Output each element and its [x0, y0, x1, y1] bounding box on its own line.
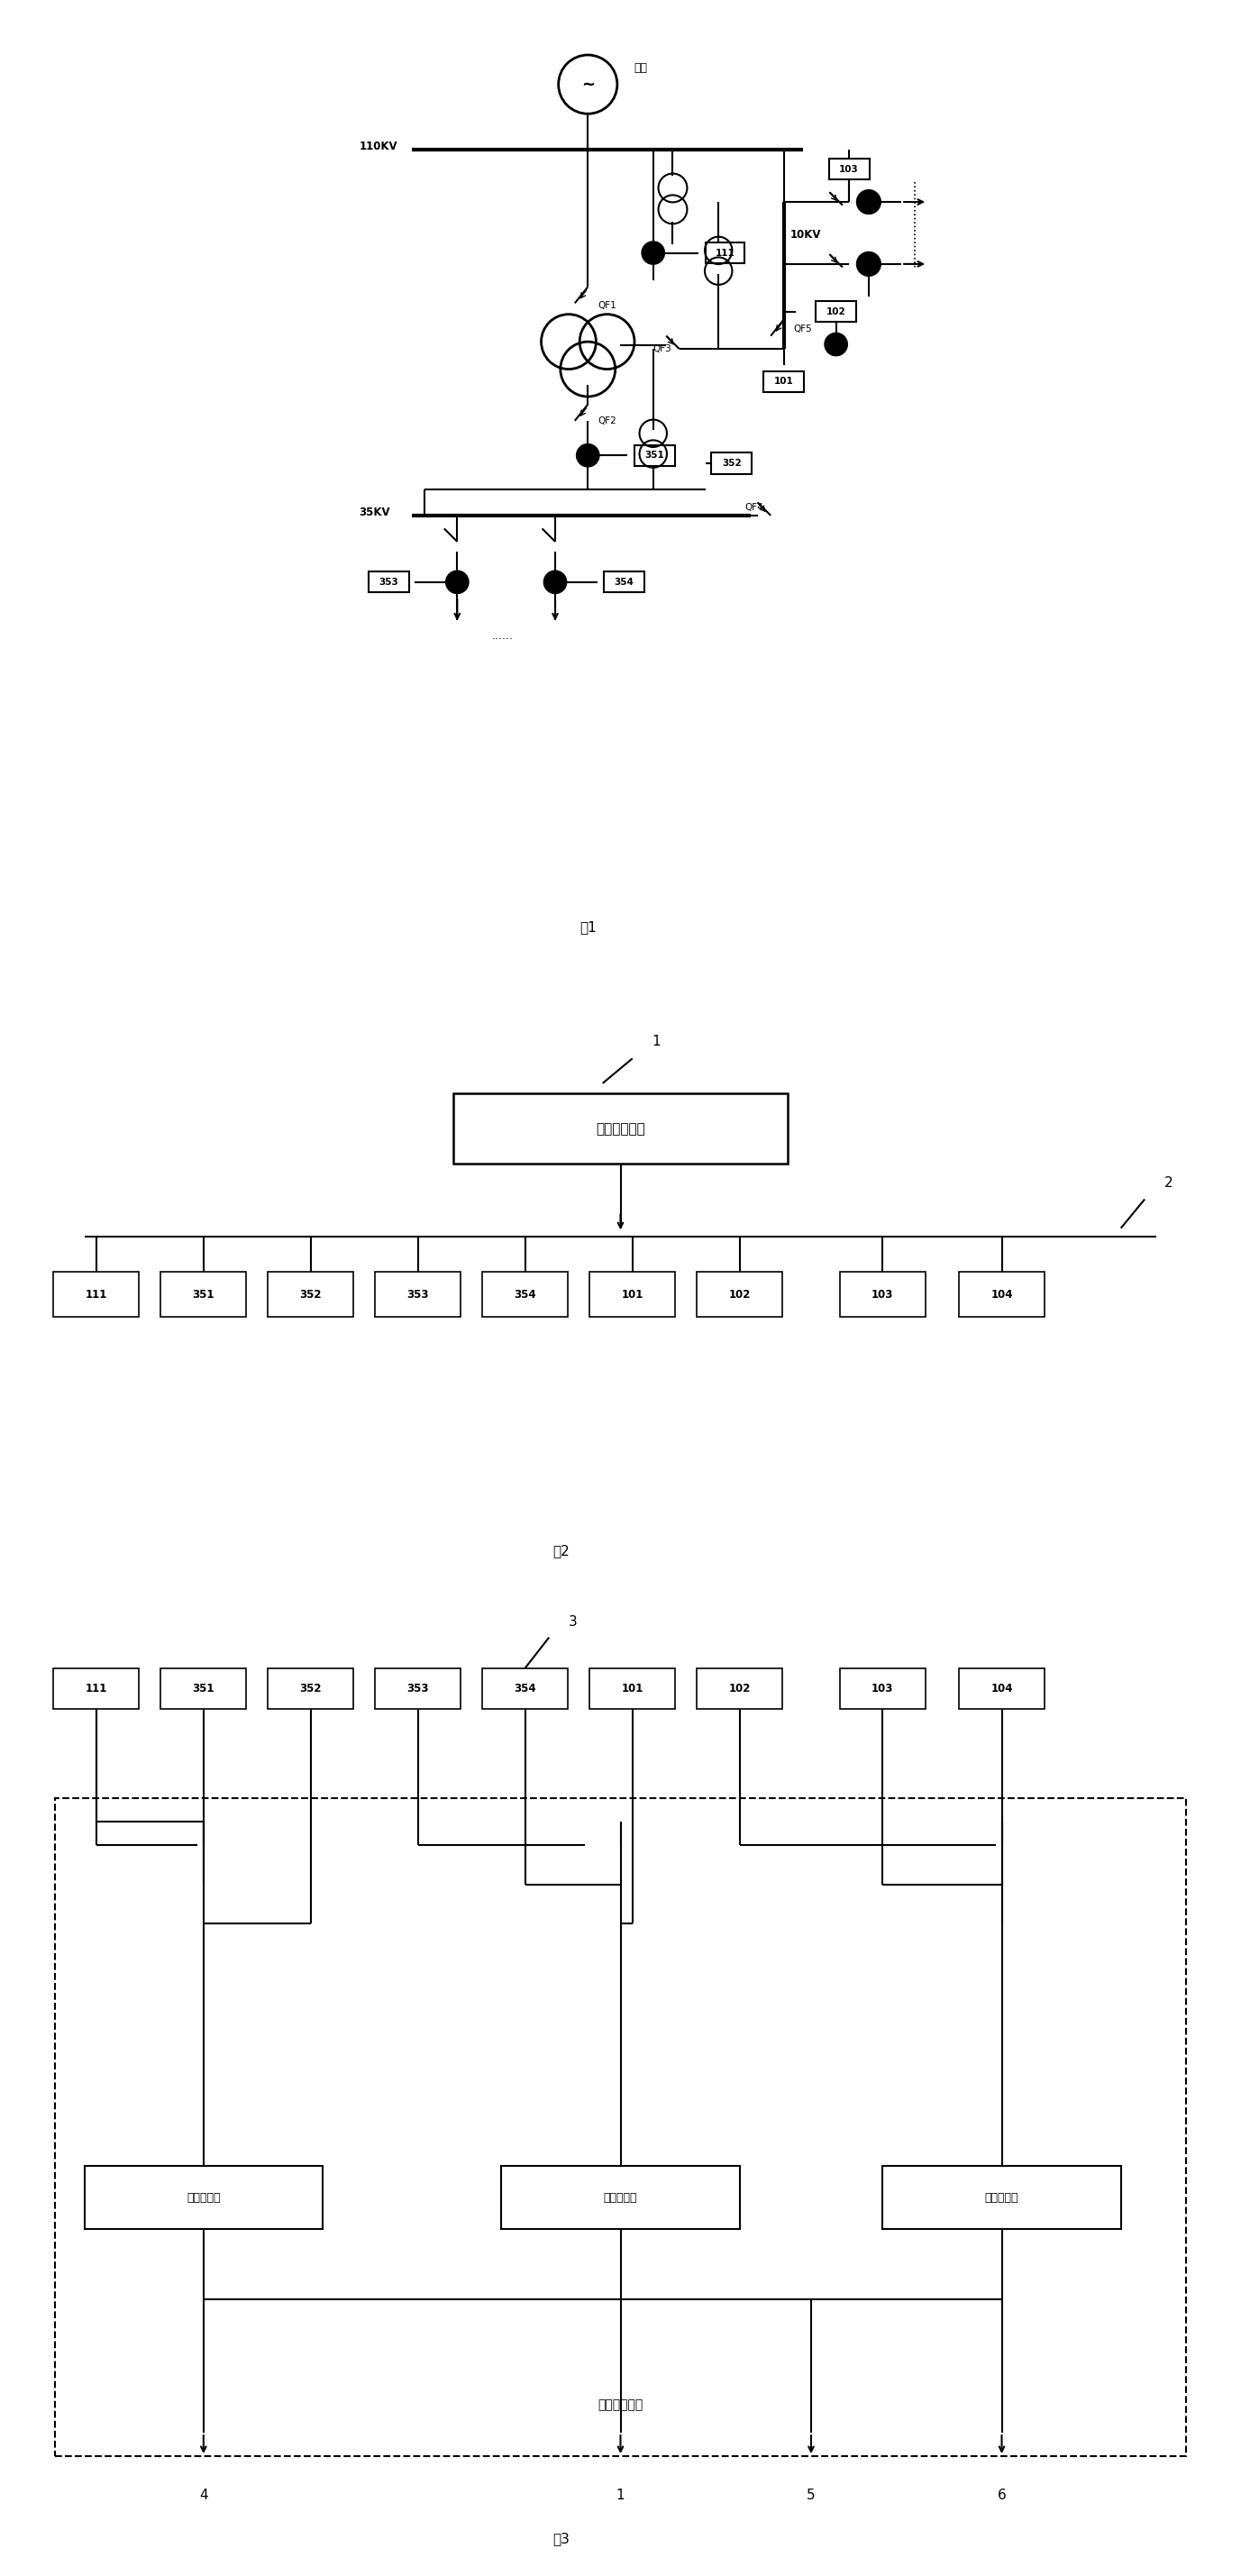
FancyBboxPatch shape: [959, 1669, 1045, 1708]
Text: 101: 101: [622, 1288, 643, 1301]
FancyBboxPatch shape: [483, 1273, 568, 1316]
Text: 351: 351: [644, 451, 664, 461]
Text: ......: ......: [493, 631, 514, 641]
FancyBboxPatch shape: [603, 572, 644, 592]
Circle shape: [642, 242, 664, 263]
FancyBboxPatch shape: [696, 1273, 783, 1316]
FancyBboxPatch shape: [763, 371, 804, 392]
FancyBboxPatch shape: [84, 2166, 323, 2228]
FancyBboxPatch shape: [483, 1669, 568, 1708]
Text: QF5: QF5: [793, 325, 813, 335]
Text: 104: 104: [990, 1682, 1013, 1695]
FancyBboxPatch shape: [160, 1273, 247, 1316]
Text: 图3: 图3: [552, 2532, 570, 2545]
Text: 101: 101: [622, 1682, 643, 1695]
Text: 逻辑单元三: 逻辑单元三: [985, 2192, 1019, 2202]
Circle shape: [446, 572, 468, 592]
FancyBboxPatch shape: [501, 2166, 740, 2228]
Text: 逻辑单元一: 逻辑单元一: [186, 2192, 221, 2202]
Text: 103: 103: [871, 1682, 894, 1695]
FancyBboxPatch shape: [634, 446, 675, 466]
FancyBboxPatch shape: [375, 1669, 460, 1708]
FancyBboxPatch shape: [589, 1273, 675, 1316]
Circle shape: [858, 191, 880, 214]
Text: 104: 104: [990, 1288, 1013, 1301]
Text: 102: 102: [728, 1682, 751, 1695]
Text: 353: 353: [407, 1288, 429, 1301]
Text: 101: 101: [774, 376, 793, 386]
FancyBboxPatch shape: [268, 1273, 354, 1316]
Text: 354: 354: [514, 1682, 536, 1695]
Text: 2: 2: [1164, 1175, 1173, 1190]
Text: 4: 4: [200, 2488, 207, 2501]
Text: QF2: QF2: [598, 417, 617, 425]
FancyBboxPatch shape: [369, 572, 408, 592]
Text: 5: 5: [807, 2488, 815, 2501]
FancyBboxPatch shape: [959, 1273, 1045, 1316]
FancyBboxPatch shape: [160, 1669, 247, 1708]
Text: 111: 111: [715, 247, 735, 258]
FancyBboxPatch shape: [705, 242, 745, 263]
FancyBboxPatch shape: [454, 1095, 787, 1164]
FancyBboxPatch shape: [840, 1273, 926, 1316]
Text: 352: 352: [300, 1288, 321, 1301]
Text: 6: 6: [998, 2488, 1006, 2501]
Text: QF1: QF1: [598, 301, 617, 309]
Text: 35KV: 35KV: [359, 507, 391, 518]
Text: 352: 352: [722, 459, 741, 469]
Text: 103: 103: [871, 1288, 894, 1301]
FancyBboxPatch shape: [711, 453, 752, 474]
Text: 354: 354: [614, 577, 634, 587]
Text: 351: 351: [192, 1682, 215, 1695]
Text: 110KV: 110KV: [359, 142, 397, 152]
Text: 3: 3: [568, 1615, 577, 1628]
FancyBboxPatch shape: [829, 160, 870, 180]
Text: 352: 352: [300, 1682, 321, 1695]
FancyBboxPatch shape: [268, 1669, 354, 1708]
Text: 111: 111: [86, 1288, 107, 1301]
FancyBboxPatch shape: [815, 301, 856, 322]
Circle shape: [577, 443, 599, 466]
Text: 1: 1: [652, 1036, 660, 1048]
FancyBboxPatch shape: [840, 1669, 926, 1708]
Text: QF3: QF3: [653, 345, 671, 353]
Text: 351: 351: [192, 1288, 215, 1301]
Text: ~: ~: [581, 77, 594, 93]
FancyBboxPatch shape: [696, 1669, 783, 1708]
FancyBboxPatch shape: [375, 1273, 460, 1316]
Text: 逻辑单元二: 逻辑单元二: [603, 2192, 638, 2202]
Text: 逻辑比较单元: 逻辑比较单元: [598, 2398, 643, 2411]
Circle shape: [544, 572, 566, 592]
Text: 1: 1: [617, 2488, 624, 2501]
FancyBboxPatch shape: [589, 1669, 675, 1708]
FancyBboxPatch shape: [53, 1669, 139, 1708]
FancyBboxPatch shape: [882, 2166, 1121, 2228]
Circle shape: [825, 332, 848, 355]
Text: 图1: 图1: [580, 920, 596, 933]
Text: 系统: 系统: [634, 62, 647, 75]
FancyBboxPatch shape: [55, 1798, 1186, 2458]
Text: 图2: 图2: [552, 1546, 570, 1558]
Text: QF4: QF4: [745, 502, 763, 513]
Text: 353: 353: [379, 577, 398, 587]
Text: 354: 354: [514, 1288, 536, 1301]
Text: 102: 102: [728, 1288, 751, 1301]
Text: 353: 353: [407, 1682, 429, 1695]
Text: 102: 102: [827, 307, 846, 317]
Text: 103: 103: [839, 165, 859, 173]
FancyBboxPatch shape: [53, 1273, 139, 1316]
Text: 111: 111: [86, 1682, 107, 1695]
Text: 逻辑比较单元: 逻辑比较单元: [596, 1123, 645, 1136]
Text: 10KV: 10KV: [791, 229, 822, 240]
Circle shape: [858, 252, 880, 276]
